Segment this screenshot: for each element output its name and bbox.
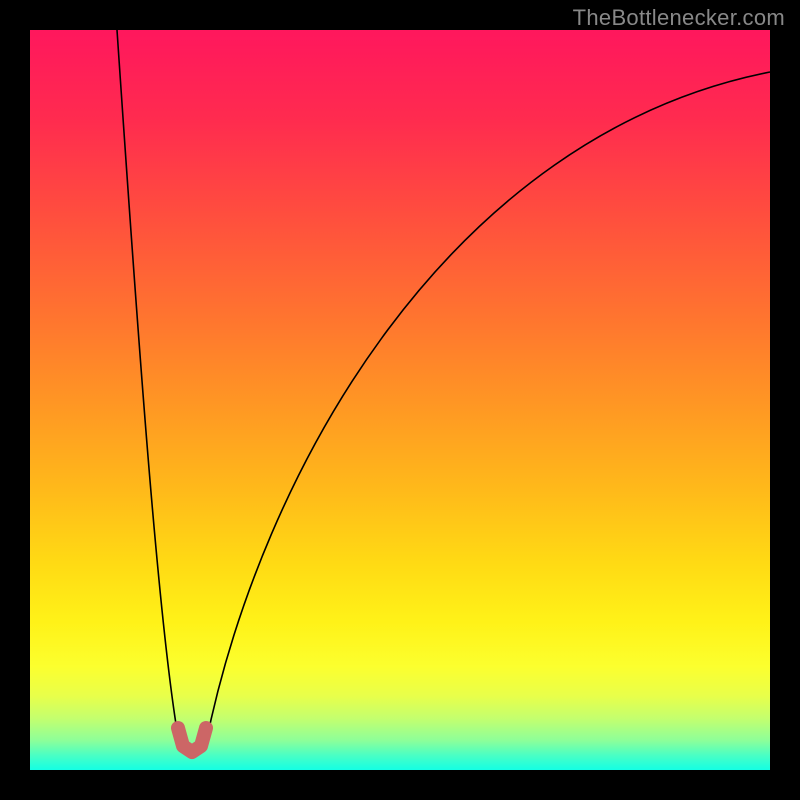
chart-container: TheBottlenecker.com <box>0 0 800 800</box>
bottleneck-chart <box>0 0 800 800</box>
plot-area <box>30 30 770 770</box>
watermark-text: TheBottlenecker.com <box>573 5 785 31</box>
